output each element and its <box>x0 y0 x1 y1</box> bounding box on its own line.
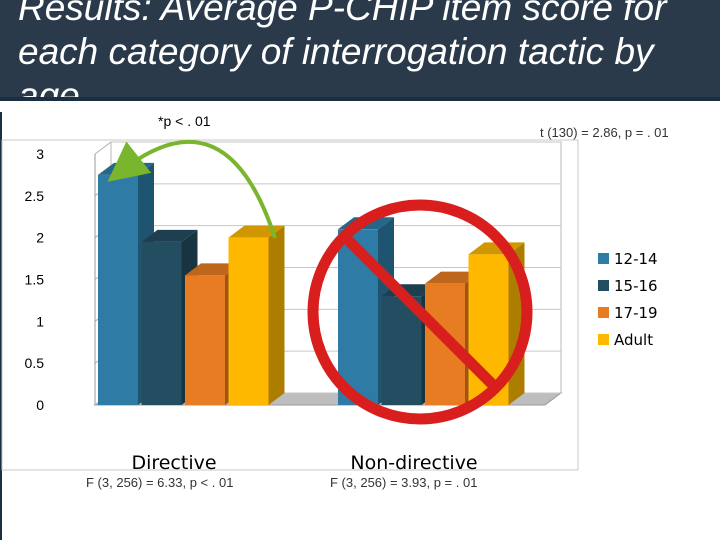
slide-title: Results: Average P-CHIP item score for e… <box>18 0 667 100</box>
legend-swatch <box>598 307 609 318</box>
stat-nondirective: F (3, 256) = 3.93, p = . 01 <box>330 475 478 490</box>
bar-front <box>185 275 225 405</box>
bar-front <box>98 174 138 405</box>
y-tick-label: 2.5 <box>25 188 45 204</box>
y-tick-label: 2 <box>36 230 44 246</box>
y-tick-label: 1.5 <box>25 272 45 288</box>
chart-frame <box>1 139 579 471</box>
legend-swatch <box>598 334 609 345</box>
stat-directive: F (3, 256) = 6.33, p < . 01 <box>86 475 234 490</box>
x-category-label: Directive <box>131 452 216 474</box>
bar-top <box>141 229 198 242</box>
prohibition-circle <box>307 199 533 425</box>
stat-top-right: t (130) = 2.86, p = . 01 <box>540 125 669 140</box>
left-edge-rule <box>0 112 2 540</box>
x-category-label: Non-directive <box>350 452 477 474</box>
bar-top <box>185 263 241 276</box>
y-tick-labels: 0 0.5 1 1.5 2 2.5 3 <box>25 146 45 413</box>
y-tick-label: 0.5 <box>25 355 45 371</box>
annotations <box>107 139 533 425</box>
prohibition-slash <box>340 232 500 392</box>
gridline-diag <box>94 141 112 155</box>
title-divider <box>0 97 720 101</box>
legend-swatch <box>598 253 609 264</box>
legend-swatch <box>598 280 609 291</box>
legend: 12-14 15-16 17-19 Adult <box>598 250 658 349</box>
bar-top <box>425 271 481 284</box>
legend-label: 17-19 <box>614 304 658 322</box>
bars <box>98 162 525 405</box>
legend-label: Adult <box>614 331 653 349</box>
green-curved-arrow <box>107 139 277 239</box>
bar-front <box>228 237 269 405</box>
x-category-labels: Directive Non-directive <box>131 452 477 474</box>
y-tick-label: 0 <box>36 397 44 413</box>
y-tick-label: 3 <box>36 146 44 162</box>
bar-Adult-Directive <box>228 225 285 405</box>
bar-side <box>268 225 285 405</box>
legend-label: 12-14 <box>614 250 658 268</box>
bar-front <box>141 241 182 405</box>
y-tick-label: 1 <box>36 313 44 329</box>
legend-label: 15-16 <box>614 277 658 295</box>
significance-note: *p < . 01 <box>158 113 211 129</box>
title-band: Results: Average P-CHIP item score for e… <box>0 0 720 100</box>
